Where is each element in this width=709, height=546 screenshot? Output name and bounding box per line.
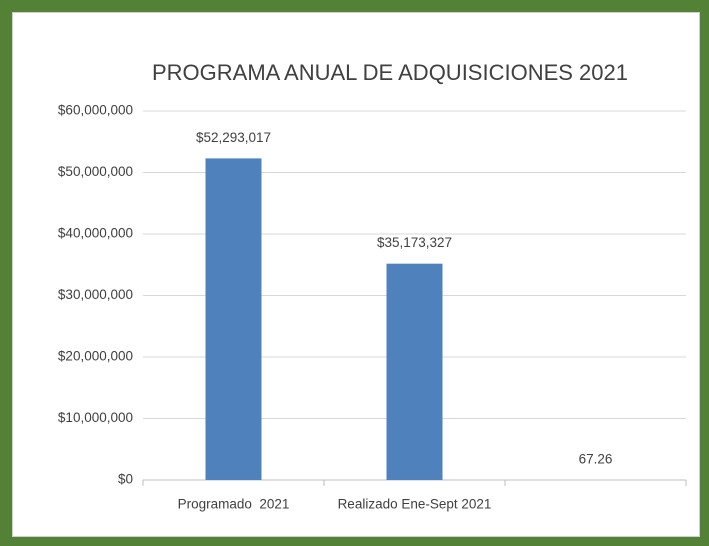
y-tick-label: $60,000,000 <box>58 103 133 118</box>
y-tick-label: $50,000,000 <box>58 164 133 179</box>
value-label: $35,173,327 <box>377 235 452 250</box>
x-tick-label: Programado 2021 <box>178 497 290 512</box>
y-tick-label: $20,000,000 <box>58 349 133 364</box>
chart-panel <box>12 12 700 537</box>
bar <box>205 158 262 480</box>
y-tick-label: $30,000,000 <box>58 287 133 302</box>
y-tick-label: $40,000,000 <box>58 226 133 241</box>
x-tick-label: Realizado Ene-Sept 2021 <box>338 497 492 512</box>
y-tick-label: $10,000,000 <box>58 410 133 425</box>
y-tick-label: $0 <box>118 472 133 487</box>
value-label: $52,293,017 <box>196 130 271 145</box>
chart-title: PROGRAMA ANUAL DE ADQUISICIONES 2021 <box>152 60 628 85</box>
bar <box>386 263 443 480</box>
value-label: 67.26 <box>579 452 613 467</box>
